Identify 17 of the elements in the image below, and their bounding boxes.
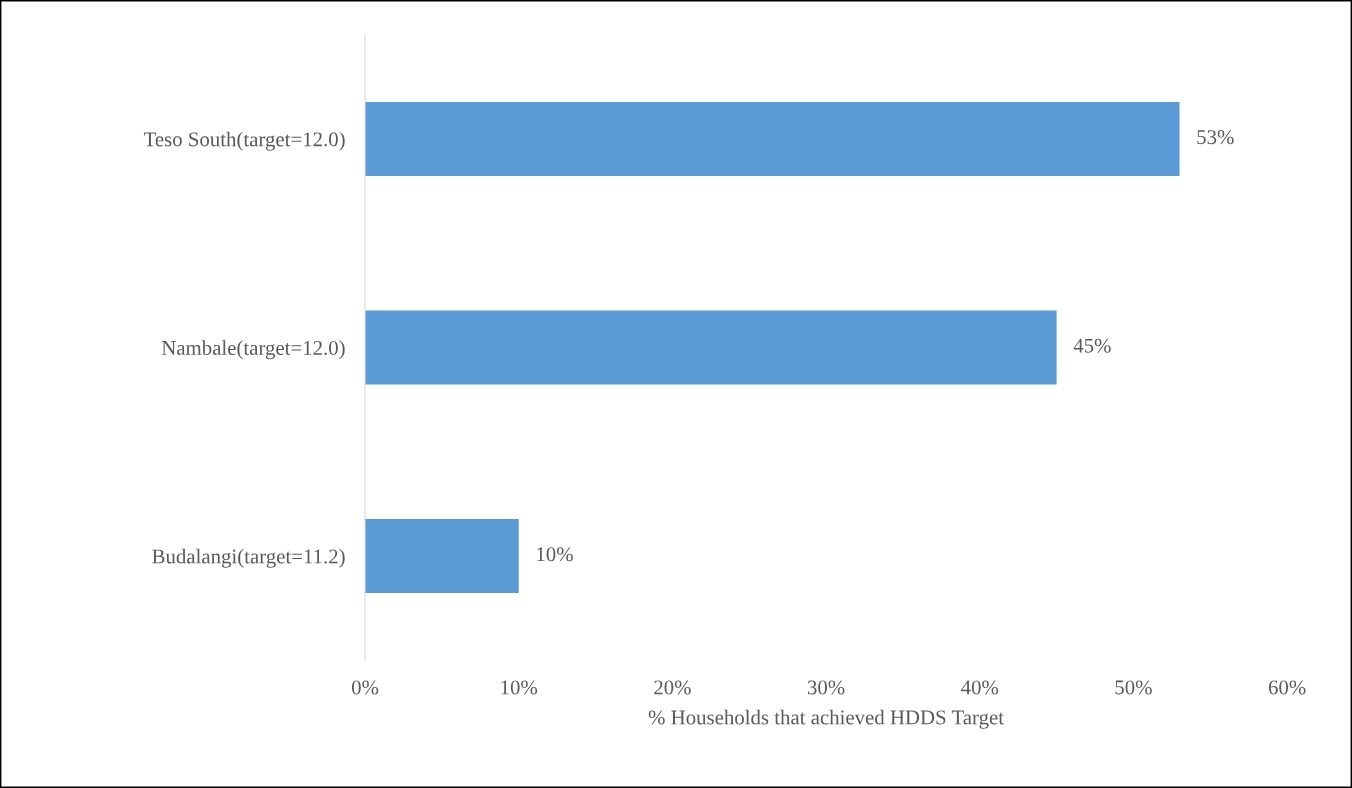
data-label: 10% bbox=[537, 547, 573, 562]
x-tick-label: 0% bbox=[351, 680, 379, 695]
x-tick-label: 30% bbox=[807, 680, 845, 695]
data-label: 45% bbox=[1073, 338, 1111, 353]
x-tick-label: 40% bbox=[961, 680, 999, 695]
bar bbox=[365, 519, 519, 594]
y-tick-label: Budalangi(target=11.2) bbox=[152, 548, 345, 568]
x-tick-label: 60% bbox=[1268, 680, 1306, 695]
bar bbox=[365, 310, 1057, 385]
bar bbox=[365, 101, 1180, 176]
x-tick-label: 20% bbox=[654, 680, 691, 695]
x-tick-label: 10% bbox=[501, 680, 538, 695]
data-label: 53% bbox=[1197, 130, 1234, 145]
y-tick-label: Teso South(target=12.0) bbox=[143, 131, 345, 151]
x-axis-title: % Households that achieved HDDS Target bbox=[648, 709, 1004, 729]
x-tick-label: 50% bbox=[1115, 680, 1152, 695]
y-tick-label: Nambale(target=12.0) bbox=[161, 340, 345, 360]
